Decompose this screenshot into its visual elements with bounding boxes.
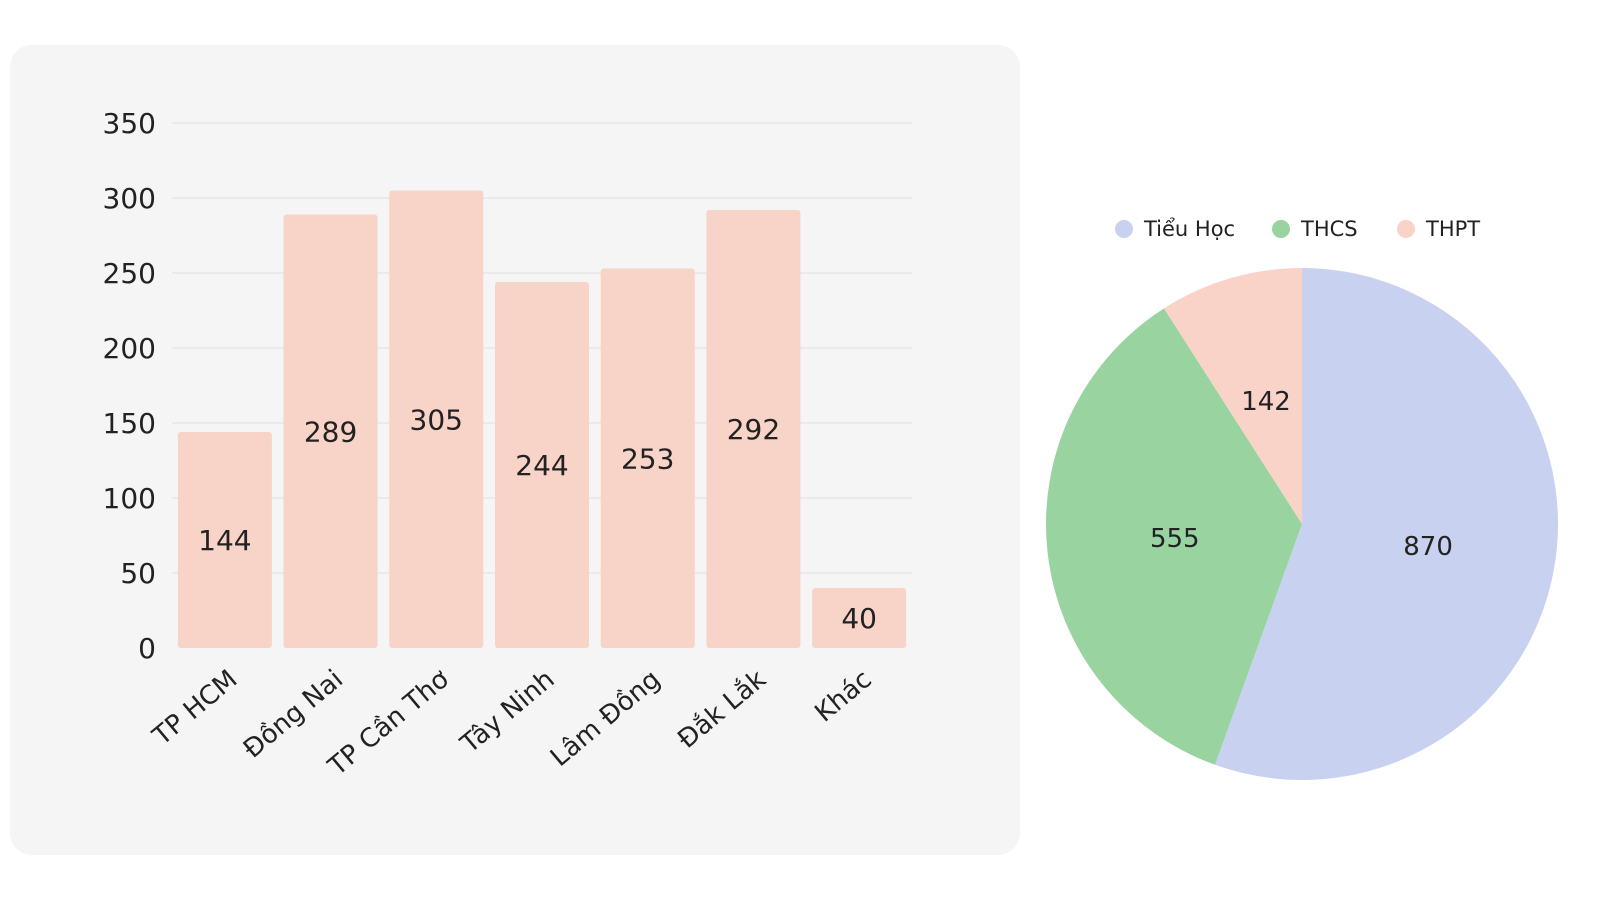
y-tick-label: 350 [103, 107, 156, 140]
legend-swatch [1397, 220, 1415, 238]
bar-value-label: 244 [515, 449, 568, 482]
bar [706, 210, 801, 648]
legend-label: Tiểu Học [1143, 217, 1235, 241]
legend-item: Tiểu Học [1115, 217, 1235, 241]
pie-slices: 870 555 142 [1046, 268, 1559, 781]
bar-value-label: 289 [304, 415, 357, 448]
y-tick-label: 250 [103, 257, 156, 290]
bar [812, 588, 907, 648]
pie-value-label: 142 [1241, 387, 1291, 417]
y-tick-label: 300 [103, 182, 156, 215]
pie-slice [1163, 268, 1302, 524]
bar-value-label: 253 [621, 442, 674, 475]
legend-swatch [1272, 220, 1290, 238]
legend-label: THCS [1300, 217, 1358, 241]
bar-value-label: 40 [841, 602, 877, 635]
legend-swatch [1115, 220, 1133, 238]
bar-value-label: 144 [198, 524, 251, 557]
bars: 144 289 305 244 253 292 40 [177, 190, 907, 648]
pie-value-label: 870 [1403, 532, 1453, 562]
y-tick-label: 100 [103, 482, 156, 515]
bar [495, 282, 589, 648]
y-tick-label: 50 [120, 557, 156, 590]
bar-chart: 0 50 100 150 200 250 300 350 144 289 305 244 253 292 4… [103, 107, 912, 782]
y-tick-label: 0 [138, 632, 156, 665]
bar [283, 214, 378, 648]
y-tick-label: 150 [103, 407, 156, 440]
bar [389, 190, 484, 648]
legend: Tiểu Học THCS THPT [1115, 217, 1480, 241]
legend-item: THPT [1397, 217, 1480, 241]
legend-item: THCS [1272, 217, 1358, 241]
pie-slice [1046, 308, 1302, 765]
bar-value-label: 292 [727, 413, 780, 446]
y-axis: 0 50 100 150 200 250 300 350 [103, 107, 156, 665]
legend-label: THPT [1425, 217, 1480, 241]
bar [600, 268, 695, 648]
pie-slice [1214, 268, 1559, 781]
bar [177, 432, 272, 648]
bar-value-label: 305 [410, 403, 463, 436]
pie-value-label: 555 [1150, 524, 1200, 554]
y-tick-label: 200 [103, 332, 156, 365]
